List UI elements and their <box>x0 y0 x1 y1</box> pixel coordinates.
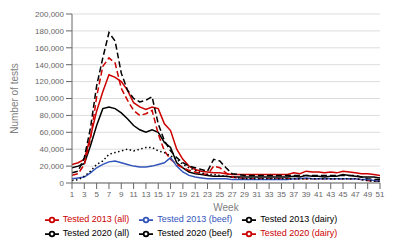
svg-text:21: 21 <box>191 190 200 199</box>
svg-text:80,000: 80,000 <box>40 111 65 120</box>
svg-text:19: 19 <box>178 190 187 199</box>
svg-text:35: 35 <box>277 190 286 199</box>
svg-text:60,000: 60,000 <box>40 128 65 137</box>
svg-text:5: 5 <box>94 190 99 199</box>
svg-text:29: 29 <box>240 190 249 199</box>
svg-text:47: 47 <box>351 190 360 199</box>
html-text:Tested 2020 (dairy): Tested 2020 (dairy) <box>260 228 338 239</box>
svg-text:41: 41 <box>314 190 323 199</box>
svg-text:11: 11 <box>129 190 138 199</box>
svg-text:17: 17 <box>166 190 175 199</box>
svg-text:13: 13 <box>141 190 150 199</box>
svg-text:140,000: 140,000 <box>35 61 64 70</box>
html-text:Tested 2013 (beef): Tested 2013 (beef) <box>157 214 233 225</box>
svg-text:200,000: 200,000 <box>35 10 64 19</box>
svg-text:23: 23 <box>203 190 212 199</box>
svg-text:43: 43 <box>326 190 335 199</box>
svg-text:20,000: 20,000 <box>40 162 65 171</box>
svg-text:1: 1 <box>70 190 75 199</box>
svg-text:0: 0 <box>60 179 65 188</box>
html-text:Tested 2013 (dairy): Tested 2013 (dairy) <box>260 214 338 225</box>
svg-text:33: 33 <box>265 190 274 199</box>
svg-text:Number of tests: Number of tests <box>9 63 20 134</box>
svg-text:Week: Week <box>213 202 239 213</box>
svg-text:40,000: 40,000 <box>40 145 65 154</box>
svg-text:37: 37 <box>289 190 298 199</box>
svg-text:31: 31 <box>252 190 261 199</box>
svg-text:51: 51 <box>376 190 385 199</box>
svg-text:25: 25 <box>215 190 224 199</box>
svg-text:27: 27 <box>228 190 237 199</box>
html-text:Tested 2013 (all): Tested 2013 (all) <box>62 214 130 225</box>
svg-text:160,000: 160,000 <box>35 44 64 53</box>
svg-text:120,000: 120,000 <box>35 77 64 86</box>
svg-text:45: 45 <box>339 190 348 199</box>
svg-text:3: 3 <box>82 190 87 199</box>
svg-text:180,000: 180,000 <box>35 27 64 36</box>
svg-text:7: 7 <box>107 190 112 199</box>
svg-text:39: 39 <box>302 190 311 199</box>
svg-text:9: 9 <box>119 190 124 199</box>
html-text:Tested 2020 (beef): Tested 2020 (beef) <box>157 228 233 239</box>
svg-text:49: 49 <box>363 190 372 199</box>
svg-text:100,000: 100,000 <box>35 94 64 103</box>
svg-text:15: 15 <box>154 190 163 199</box>
html-text:Tested 2020 (all): Tested 2020 (all) <box>62 228 130 239</box>
